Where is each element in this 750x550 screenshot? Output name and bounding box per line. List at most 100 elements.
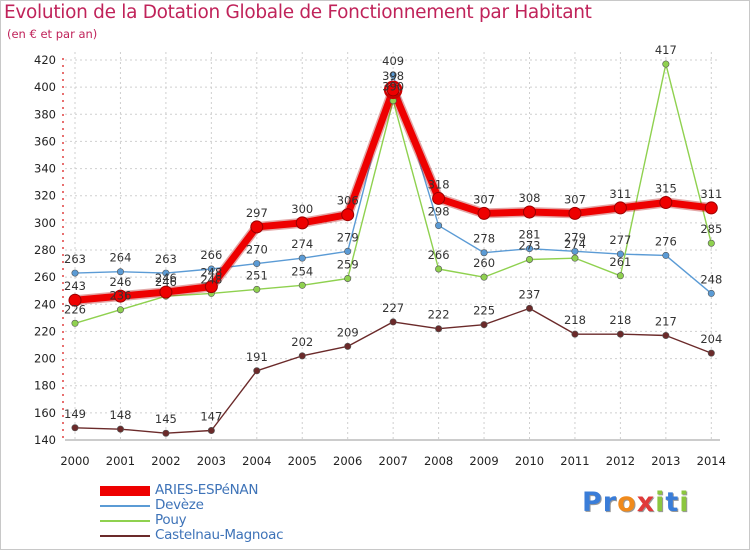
data-point <box>707 349 715 357</box>
data-point <box>613 201 627 215</box>
y-tick-label: 160 <box>34 406 56 420</box>
legend-label: ARIES-ESPéNAN <box>155 482 259 498</box>
x-tick-label: 2014 <box>697 454 726 468</box>
data-point-ring <box>383 80 403 100</box>
data-point <box>159 285 173 299</box>
data-label: 202 <box>291 335 313 349</box>
data-point <box>253 260 261 268</box>
data-label: 237 <box>519 287 541 301</box>
data-label: 148 <box>109 408 131 422</box>
data-label: 248 <box>200 272 222 286</box>
x-tick-label: 2013 <box>651 454 680 468</box>
data-point <box>116 306 124 314</box>
y-tick-label: 200 <box>34 352 56 366</box>
legend-label: Pouy <box>155 512 187 528</box>
data-label: 278 <box>473 232 495 246</box>
data-point <box>525 245 533 253</box>
legend-swatch <box>100 486 150 496</box>
data-point <box>662 331 670 339</box>
data-point <box>659 196 673 209</box>
y-tick-label: 180 <box>34 379 56 393</box>
x-tick-label: 2012 <box>606 454 635 468</box>
data-label: 279 <box>564 230 586 244</box>
proxiti-logo: Proxiti <box>582 487 690 518</box>
data-label: 273 <box>519 239 541 253</box>
data-label: 225 <box>473 304 495 318</box>
x-tick-label: 2003 <box>197 454 226 468</box>
data-label: 147 <box>200 410 222 424</box>
data-point <box>68 293 82 307</box>
logo-letter: i <box>655 487 666 518</box>
data-label: 266 <box>200 248 222 262</box>
x-tick-label: 2001 <box>106 454 135 468</box>
data-label: 311 <box>609 187 631 201</box>
data-point <box>162 269 170 277</box>
grid <box>65 52 720 441</box>
data-label: 266 <box>428 248 450 262</box>
y-tick-label: 280 <box>34 243 56 257</box>
data-label: 279 <box>337 230 359 244</box>
data-label: 218 <box>564 313 586 327</box>
data-point <box>435 325 443 333</box>
y-tick-label: 220 <box>34 324 56 338</box>
x-tick-label: 2006 <box>333 454 362 468</box>
data-label: 191 <box>246 350 268 364</box>
data-label: 236 <box>109 289 131 303</box>
data-point <box>295 216 309 230</box>
logo-letter: i <box>679 487 690 518</box>
logo-letter: t <box>665 487 680 518</box>
legend-swatch <box>100 505 150 507</box>
legend-swatch <box>100 535 150 537</box>
data-label: 227 <box>382 301 404 315</box>
logo-letter: x <box>636 487 656 518</box>
data-point <box>344 274 352 282</box>
data-point <box>253 285 261 293</box>
data-label: 285 <box>700 222 722 236</box>
data-label: 209 <box>337 325 359 339</box>
data-point <box>523 205 536 219</box>
data-point <box>207 265 215 273</box>
y-tick-label: 380 <box>34 107 56 121</box>
x-tick-label: 2004 <box>242 454 271 468</box>
data-label: 263 <box>155 252 177 266</box>
logo-letter: r <box>602 487 618 518</box>
data-label: 145 <box>155 412 177 426</box>
data-label: 261 <box>609 255 631 269</box>
data-label: 264 <box>109 251 131 265</box>
data-label: 311 <box>700 187 722 201</box>
data-point <box>71 424 79 432</box>
data-point <box>298 254 306 262</box>
data-label: 243 <box>64 279 86 293</box>
data-label: 259 <box>337 258 359 272</box>
chart-subtitle: (en € et par an) <box>7 27 98 41</box>
y-tick-label: 420 <box>34 53 56 67</box>
data-point <box>341 208 355 222</box>
data-point <box>616 272 624 280</box>
data-point <box>662 251 670 259</box>
y-tick-label: 240 <box>34 297 56 311</box>
data-point <box>386 83 400 97</box>
data-point <box>480 273 488 281</box>
data-point <box>480 249 488 257</box>
data-label: 260 <box>473 256 495 270</box>
data-point <box>571 330 579 338</box>
x-tick-label: 2008 <box>424 454 453 468</box>
data-label: 417 <box>655 43 677 57</box>
x-tick-label: 2005 <box>288 454 317 468</box>
legend-label: Devèze <box>155 497 204 513</box>
data-label: 306 <box>337 194 359 208</box>
data-point <box>204 280 218 294</box>
data-point <box>71 269 79 277</box>
y-tick-label: 360 <box>34 134 56 148</box>
data-label: 276 <box>655 234 677 248</box>
data-label: 204 <box>700 332 722 346</box>
data-label: 246 <box>155 275 177 289</box>
data-point <box>71 319 79 327</box>
data-point <box>571 254 579 262</box>
data-point <box>298 352 306 360</box>
data-point <box>662 60 670 68</box>
data-point <box>116 268 124 276</box>
data-point <box>525 304 533 312</box>
data-label: 149 <box>64 407 86 421</box>
